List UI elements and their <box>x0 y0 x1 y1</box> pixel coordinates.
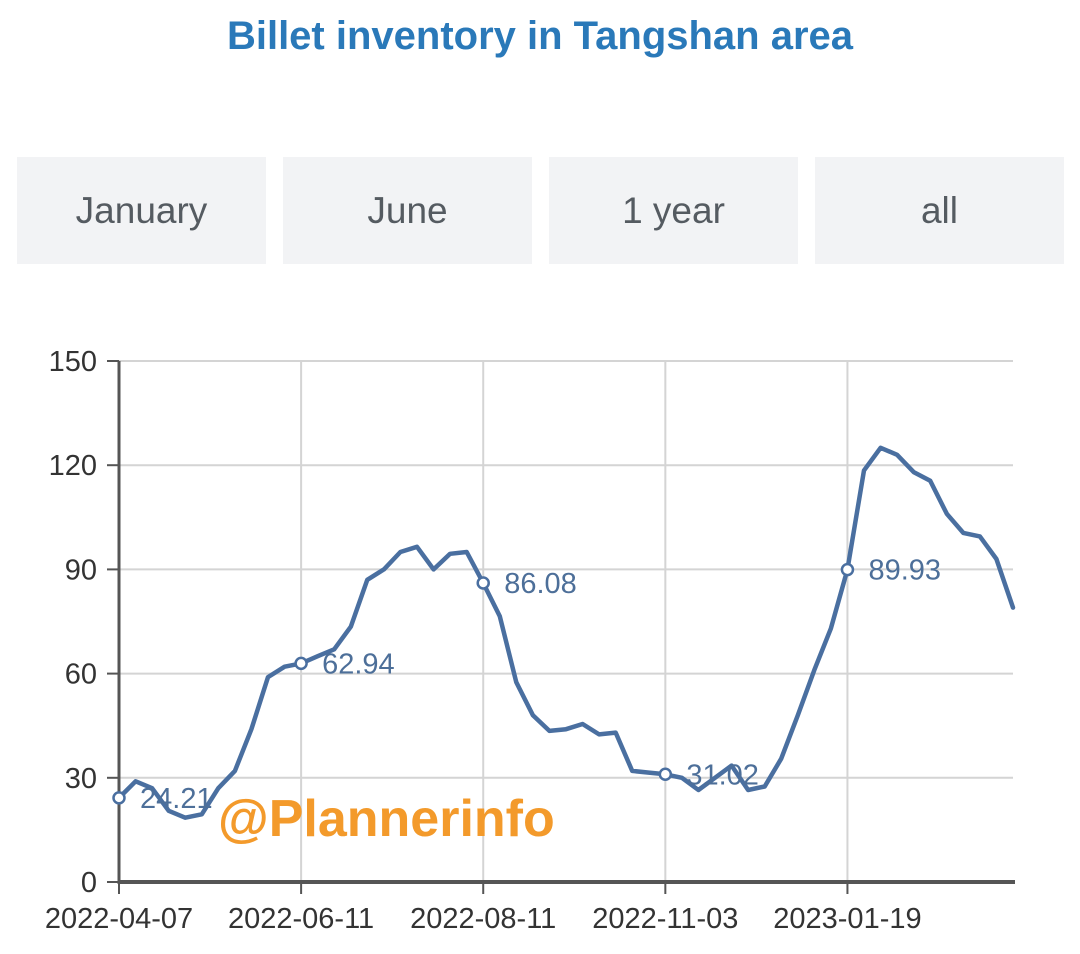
x-tick-label: 2022-08-11 <box>410 903 556 935</box>
data-point <box>112 791 126 805</box>
data-point <box>658 767 673 782</box>
data-label: 31.02 <box>686 759 759 791</box>
tab-january[interactable]: January <box>17 157 266 264</box>
series-line <box>116 445 1016 820</box>
data-point <box>294 656 308 671</box>
data-point <box>476 576 490 590</box>
x-tick-label: 2022-11-03 <box>592 903 738 935</box>
grid-lines <box>119 360 1013 882</box>
y-tick-label: 150 <box>49 346 97 378</box>
range-tabs: January June 1 year all <box>17 157 1064 264</box>
data-label: 89.93 <box>868 555 941 587</box>
tab-all[interactable]: all <box>815 157 1064 264</box>
x-tick-label: 2022-04-07 <box>45 903 193 935</box>
y-tick-label: 120 <box>49 450 97 482</box>
y-tick-label: 0 <box>81 867 97 899</box>
data-point <box>840 562 855 577</box>
tab-june[interactable]: June <box>283 157 532 264</box>
y-tick-label: 30 <box>65 763 97 795</box>
tab-1-year[interactable]: 1 year <box>549 157 798 264</box>
y-axis-tick-labels: 0 30 60 90 120 150 <box>49 346 97 899</box>
labeled-points: 24.21 62.94 86.08 31.02 89.93 <box>112 555 941 815</box>
chart-title: Billet inventory in Tangshan area <box>226 14 854 58</box>
x-tick-label: 2022-06-11 <box>228 903 374 935</box>
data-label: 62.94 <box>322 648 395 680</box>
x-axis-tick-labels: 2022-04-07 2022-06-11 2022-08-11 2022-11-03… <box>45 903 922 935</box>
data-label: 24.21 <box>140 783 213 815</box>
watermark: @Plannerinfo <box>218 790 555 848</box>
y-tick-label: 60 <box>65 659 97 691</box>
x-tick-label: 2023-01-19 <box>773 903 921 935</box>
data-label: 86.08 <box>504 568 577 600</box>
y-tick-label: 90 <box>65 554 97 586</box>
